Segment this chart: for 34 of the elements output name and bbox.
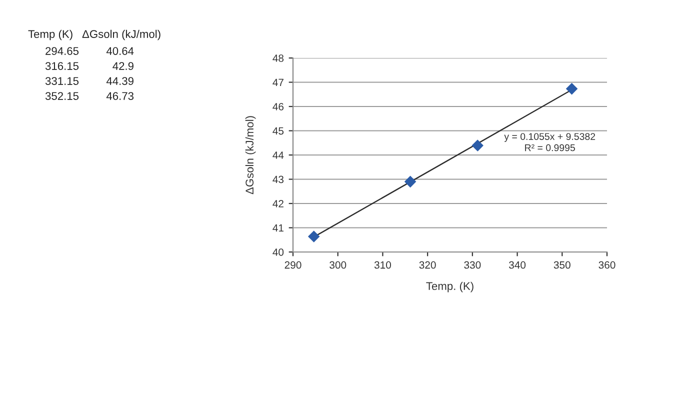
x-tick-label: 320 [419, 261, 436, 269]
y-tick-label: 41 [272, 224, 284, 232]
point [308, 230, 320, 242]
point [472, 140, 484, 152]
text: 44.39 [106, 77, 134, 85]
y-tick-label: 47 [272, 78, 284, 86]
y-tick-label: 46 [272, 103, 284, 110]
x-tick-label: 330 [464, 261, 481, 269]
point [404, 176, 416, 188]
text: 294.65 [46, 47, 79, 55]
x-tick-label: 300 [330, 261, 346, 269]
x-tick-label: 310 [374, 261, 391, 269]
text: 42.9 [112, 62, 134, 70]
y-tick-label: 45 [272, 127, 284, 135]
text: 331.15 [45, 77, 79, 85]
x-axis-title: Temp. (K) [426, 282, 474, 292]
y-tick-label: 43 [272, 176, 284, 184]
text: 46.73 [106, 92, 134, 100]
annotation: y = 0.1055x + 9.5382 R² = 0.9995 [504, 133, 596, 152]
y-tick-label: 40 [272, 248, 284, 256]
text: Temp (K) [28, 30, 72, 40]
x-tick-label: 360 [598, 261, 616, 269]
x-tick-label: 340 [508, 261, 526, 269]
y-tick-label: 42 [272, 200, 284, 208]
text: 40.64 [106, 47, 134, 55]
y-axis-title: ΔGsoln (kJ/mol) [245, 116, 256, 194]
y-tick-label: 44 [272, 152, 284, 159]
y-tick-label: 48 [272, 54, 284, 62]
point [566, 83, 578, 94]
text: ΔGsoln (kJ/mol) [82, 30, 160, 40]
text: 352.15 [45, 92, 79, 100]
x-tick-label: 290 [284, 261, 302, 269]
x-tick-label: 350 [554, 261, 570, 269]
text: 316.15 [45, 62, 79, 70]
